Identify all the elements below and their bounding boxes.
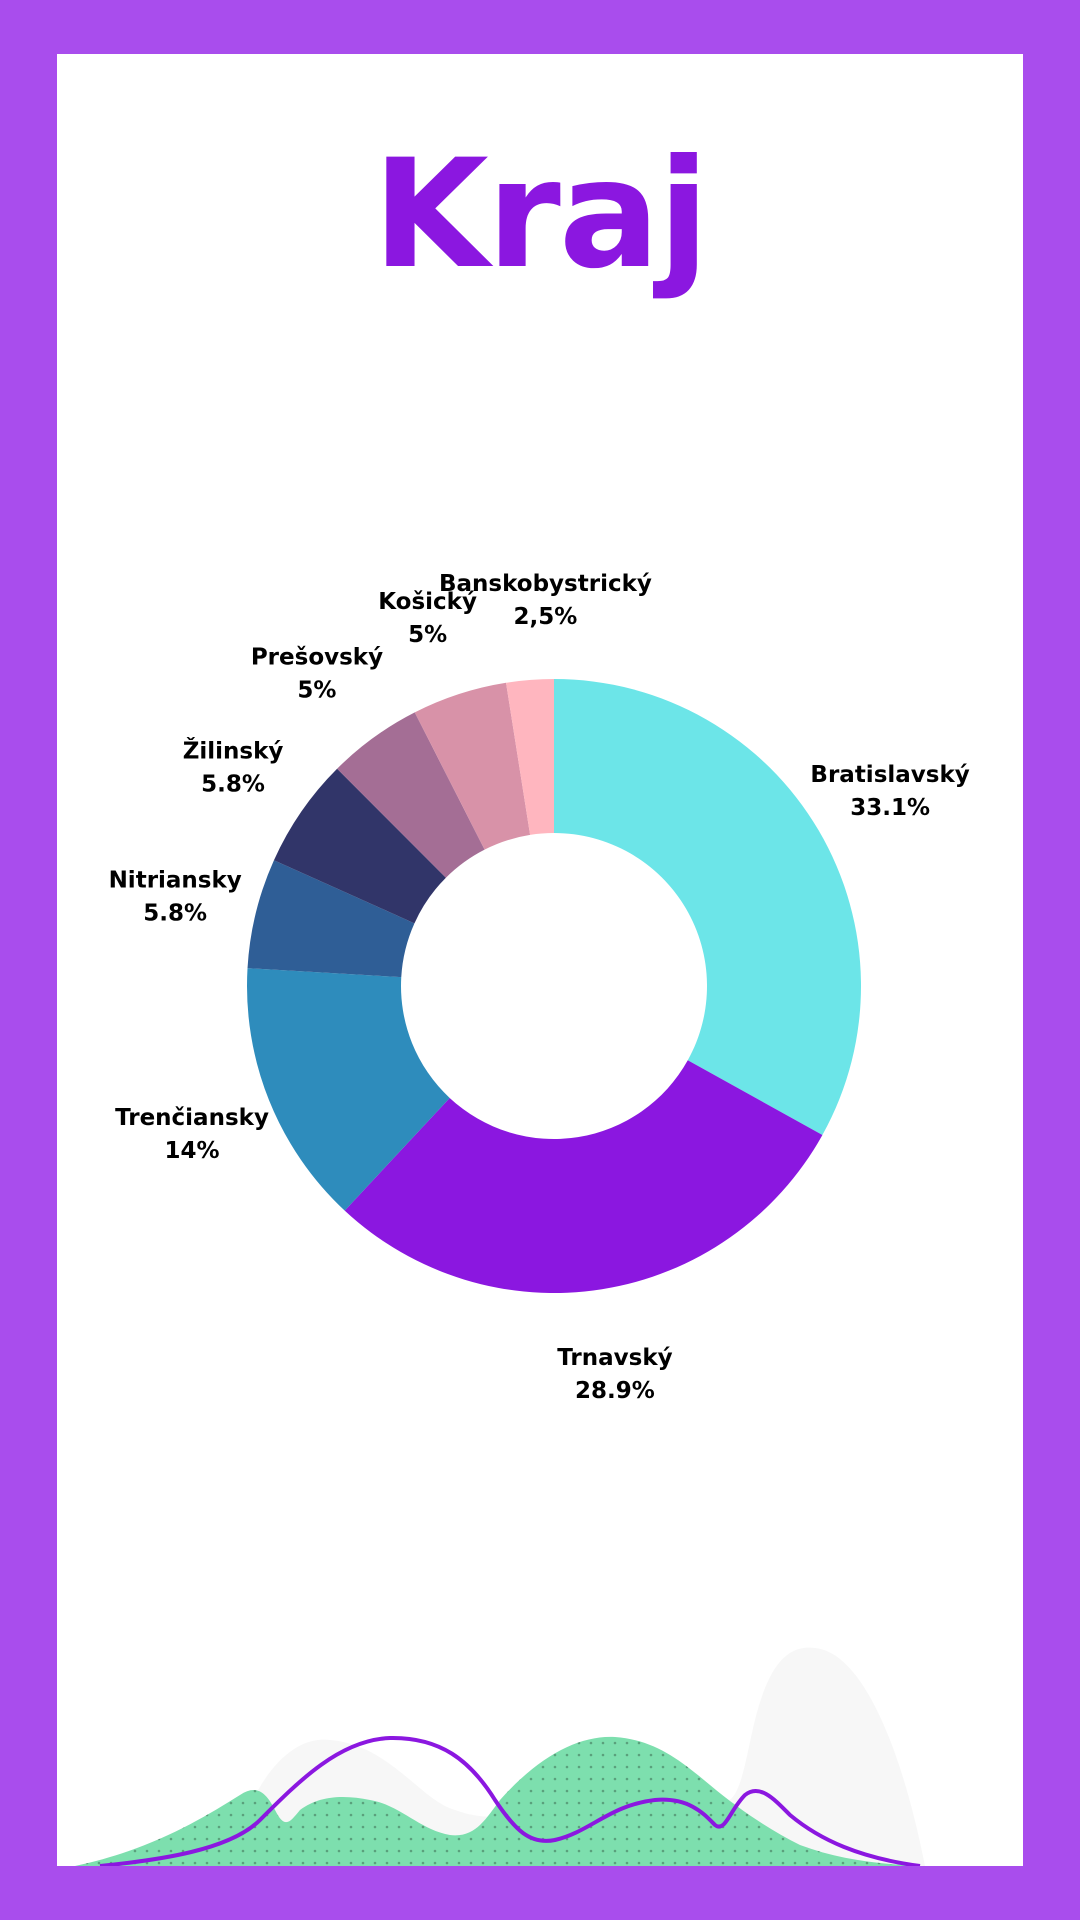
slice-label: Trenčiansky [115, 1105, 269, 1131]
slice-value-label: 5% [408, 622, 447, 648]
slice-label: Nitriansky [109, 867, 242, 893]
card-panel [57, 54, 1023, 1866]
donut-slice [414, 682, 531, 850]
slice-value-label: 5.8% [201, 771, 265, 797]
slice-label: Žilinský [183, 736, 284, 764]
chart-title: Kraj [372, 128, 710, 302]
slice-labels: Bratislavský 33.1% Trnavský 28.9% Trenčiansk… [109, 571, 970, 1404]
slice-value-label: 14% [164, 1138, 219, 1164]
donut-slice [337, 712, 485, 878]
donut-slice [554, 679, 861, 1136]
donut-slice [273, 768, 446, 924]
slice-value-label: 5% [297, 677, 336, 703]
slice-label: Prešovský [251, 644, 383, 670]
purple-wave-line [99, 1735, 921, 1866]
slice-value-label: 28.9% [575, 1378, 655, 1404]
slice-label: Košický [378, 589, 477, 615]
donut-slices [247, 679, 861, 1293]
slice-value-label: 2,5% [514, 604, 578, 630]
slice-value-label: 5.8% [143, 900, 207, 926]
wave-dot-pattern [75, 1736, 920, 1866]
donut-slice [344, 1060, 823, 1293]
slice-label: Bratislavský [810, 762, 969, 788]
donut-slice [247, 968, 450, 1211]
slice-label: Banskobystrický [439, 571, 652, 597]
slice-value-label: 33.1% [850, 795, 930, 821]
backdrop-hills [230, 1647, 925, 1866]
donut-slice [247, 860, 415, 978]
donut-slice [506, 679, 554, 835]
slice-label: Trnavský [557, 1345, 672, 1371]
